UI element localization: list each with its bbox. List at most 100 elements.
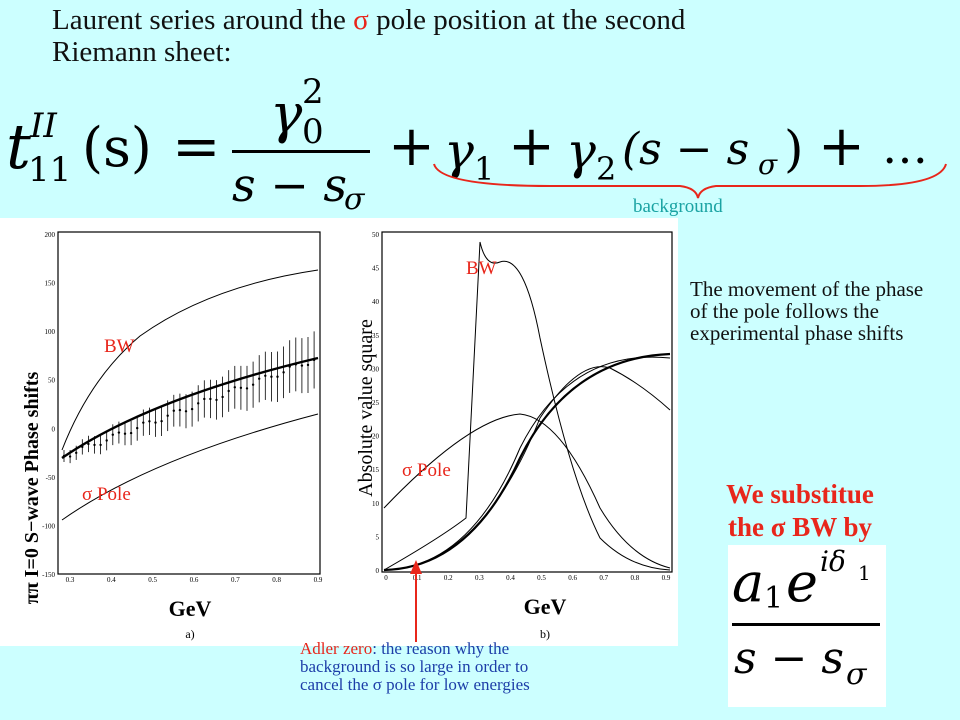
data-point [209, 397, 212, 401]
data-point [221, 395, 224, 399]
data-point [62, 454, 66, 458]
plot-a-xtick: 0.5 [148, 576, 157, 584]
adler-arrow [410, 560, 422, 642]
adler-zero-note: Adler zero: the reason why the backgroun… [300, 639, 530, 694]
plot-a-central-curve [61, 356, 319, 459]
data-point [312, 358, 316, 362]
plot-a-ytick: 150 [45, 280, 56, 288]
data-point [184, 410, 188, 413]
plot-b-ytick: 50 [372, 231, 380, 239]
data-point [129, 431, 133, 435]
background-brace [433, 163, 947, 199]
sub-fraction-bar [732, 623, 880, 626]
sigma-symbol: σ [353, 4, 369, 36]
plot-b-xtick: 0.6 [568, 574, 577, 582]
plot-b-ytick: 30 [372, 365, 380, 373]
plot-b-xtick: 0.5 [537, 574, 546, 582]
data-point [306, 363, 310, 367]
plot-a-xtick: 0.6 [190, 576, 199, 584]
plot-a-bw-label: BW [104, 336, 135, 357]
plot-b-xtick: 0.7 [599, 574, 608, 582]
data-point [227, 389, 230, 393]
data-point [105, 439, 108, 442]
plots-panel: ππ I=0 S−wave Phase shifts GeV a) 200 150… [0, 218, 678, 646]
data-point [68, 455, 72, 458]
data-point [197, 402, 200, 405]
plot-b: Absolute value square GeV b) 50454035302… [355, 231, 673, 641]
plot-a-xtick: 0.3 [66, 576, 75, 584]
data-point [282, 371, 285, 374]
plot-b-ytick: 20 [372, 433, 380, 441]
plot-b-ytick: 25 [372, 399, 380, 407]
plot-b-ytick: 15 [372, 466, 380, 474]
data-point [142, 421, 145, 424]
plot-a-ytick: -50 [46, 474, 56, 482]
plot-b-ytick: 0 [376, 567, 380, 575]
data-point [245, 387, 249, 390]
data-point [258, 377, 261, 380]
plot-b-ytick: 35 [372, 332, 380, 340]
plot-b-xtick: 0.9 [662, 574, 671, 582]
plot-b-ylabel: Absolute value square [355, 319, 377, 497]
data-point [87, 442, 90, 446]
plot-a-ylabel: ππ I=0 S−wave Phase shifts [21, 372, 43, 605]
data-point [154, 421, 157, 424]
movement-text: The movement of the phase of the pole fo… [690, 277, 924, 345]
plot-b-xtick: 0.3 [475, 574, 484, 582]
data-point [264, 374, 267, 378]
data-point [288, 365, 291, 368]
plot-b-bw-curve [383, 241, 671, 571]
plots-svg: ππ I=0 S−wave Phase shifts GeV a) 200150… [21, 231, 673, 641]
substitute-formula: a 1 e iδ 1 s − s σ [728, 545, 886, 707]
plot-a-ytick: -100 [42, 522, 55, 530]
data-point [117, 431, 121, 434]
plot-b-pole-label: σ Pole [402, 460, 451, 481]
plot-a-lower-curve [61, 413, 319, 521]
plot-b-xtick: 0.8 [631, 574, 640, 582]
plot-b-xtick: 0.4 [506, 574, 515, 582]
plot-a-data-points [62, 331, 316, 464]
data-point [136, 426, 139, 430]
data-point [123, 432, 127, 435]
data-point [215, 398, 218, 402]
data-point [99, 443, 102, 447]
data-point [111, 433, 115, 436]
plot-b-ytick: 40 [372, 298, 380, 306]
data-point [233, 386, 236, 389]
plot-b-pole-curve [383, 413, 671, 569]
data-point [300, 364, 304, 367]
background-label: background [633, 196, 723, 217]
plot-b-xtick: 0 [384, 574, 388, 582]
plot-b-bw-label: BW [466, 258, 497, 279]
plot-b-tag: b) [540, 627, 550, 641]
plot-a-ytick: 0 [52, 425, 56, 433]
data-point [178, 408, 182, 412]
plot-a-pole-label: σ Pole [82, 484, 131, 505]
plot-b-ytick: 45 [372, 265, 380, 273]
data-point [75, 451, 78, 455]
plot-a-ytick: 200 [45, 231, 56, 239]
data-point [166, 414, 169, 417]
plot-a-xtick: 0.7 [231, 576, 240, 584]
plot-a-xtick: 0.8 [272, 576, 281, 584]
plot-a-xticks: 0.3 0.4 0.5 0.6 0.7 0.8 0.9 [66, 576, 323, 584]
data-point [203, 397, 206, 401]
plot-a-yticks: 200 150 100 50 0 -50 -100 -150 [42, 231, 55, 579]
data-point [251, 383, 255, 386]
data-point [148, 420, 151, 423]
plot-a-ytick: 100 [45, 328, 56, 336]
plot-a-xtick: 0.9 [314, 576, 323, 584]
plot-b-xtick: 0.2 [444, 574, 453, 582]
data-point [160, 419, 163, 423]
plot-a-xtick: 0.4 [107, 576, 116, 584]
data-point [190, 407, 194, 411]
data-point [93, 443, 96, 447]
plot-b-xlabel: GeV [524, 594, 567, 619]
plot-a-ytick: 50 [48, 377, 56, 385]
data-point [81, 445, 84, 449]
plot-b-alt-curve [383, 366, 671, 571]
fraction-bar [232, 150, 370, 153]
plot-b-ytick: 5 [376, 533, 380, 541]
plot-a-upper-curve [61, 269, 319, 451]
data-point [172, 409, 175, 412]
